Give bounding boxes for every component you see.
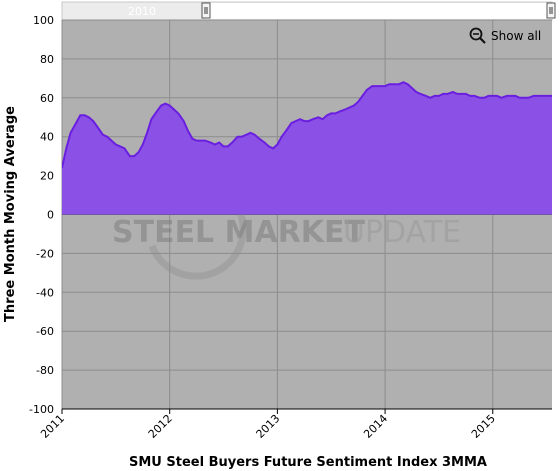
- series-line: [62, 81, 552, 169]
- y-tick-label: 20: [40, 170, 54, 183]
- watermark-swoosh: [148, 210, 247, 280]
- navigator-selected-range[interactable]: [206, 3, 552, 19]
- y-axis-title: Three Month Moving Average: [3, 106, 18, 322]
- y-tick-label: -40: [36, 286, 54, 299]
- x-tick-label: 2011: [38, 412, 67, 441]
- x-tick-label: 2015: [469, 412, 498, 441]
- range-navigator[interactable]: 2010 2015: [61, 1, 556, 21]
- y-tick-label: 80: [40, 53, 54, 66]
- y-tick-label: 0: [47, 209, 54, 222]
- zoom-out-icon: [469, 27, 486, 44]
- y-tick-label: -80: [36, 364, 54, 377]
- series-layer: [62, 81, 552, 215]
- series-area: [62, 82, 552, 215]
- y-tick-label: 100: [33, 14, 54, 27]
- x-tick-label: 2014: [361, 412, 390, 441]
- y-tick-label: 40: [40, 131, 54, 144]
- watermark-light-text: UPDATE: [343, 215, 461, 250]
- y-tick-label: -100: [29, 403, 54, 416]
- x-tick-label: 2012: [146, 412, 175, 441]
- watermark-bold-text: STEEL MARKET: [112, 215, 366, 250]
- x-axis-title: SMU Steel Buyers Future Sentiment Index …: [129, 455, 487, 470]
- y-tick-label: -20: [36, 247, 54, 260]
- y-tick-label: 60: [40, 92, 54, 105]
- show-all-label: Show all: [491, 29, 541, 43]
- show-all-button[interactable]: Show all: [469, 27, 542, 44]
- watermark: STEEL MARKET UPDATE: [112, 210, 461, 280]
- y-axis-ticks: -100 -80 -60 -40 -20 0 20 40 60 80 100: [29, 14, 54, 416]
- x-tick-label: 2013: [254, 412, 283, 441]
- x-axis-ticks: 2011 2012 2013 2014 2015: [38, 409, 498, 441]
- navigator-label-2015: 2015: [496, 5, 524, 18]
- navigator-label-2010: 2010: [128, 5, 156, 18]
- y-tick-label: -60: [36, 325, 54, 338]
- navigator-right-handle[interactable]: [546, 2, 556, 19]
- navigator-left-handle[interactable]: [201, 2, 211, 19]
